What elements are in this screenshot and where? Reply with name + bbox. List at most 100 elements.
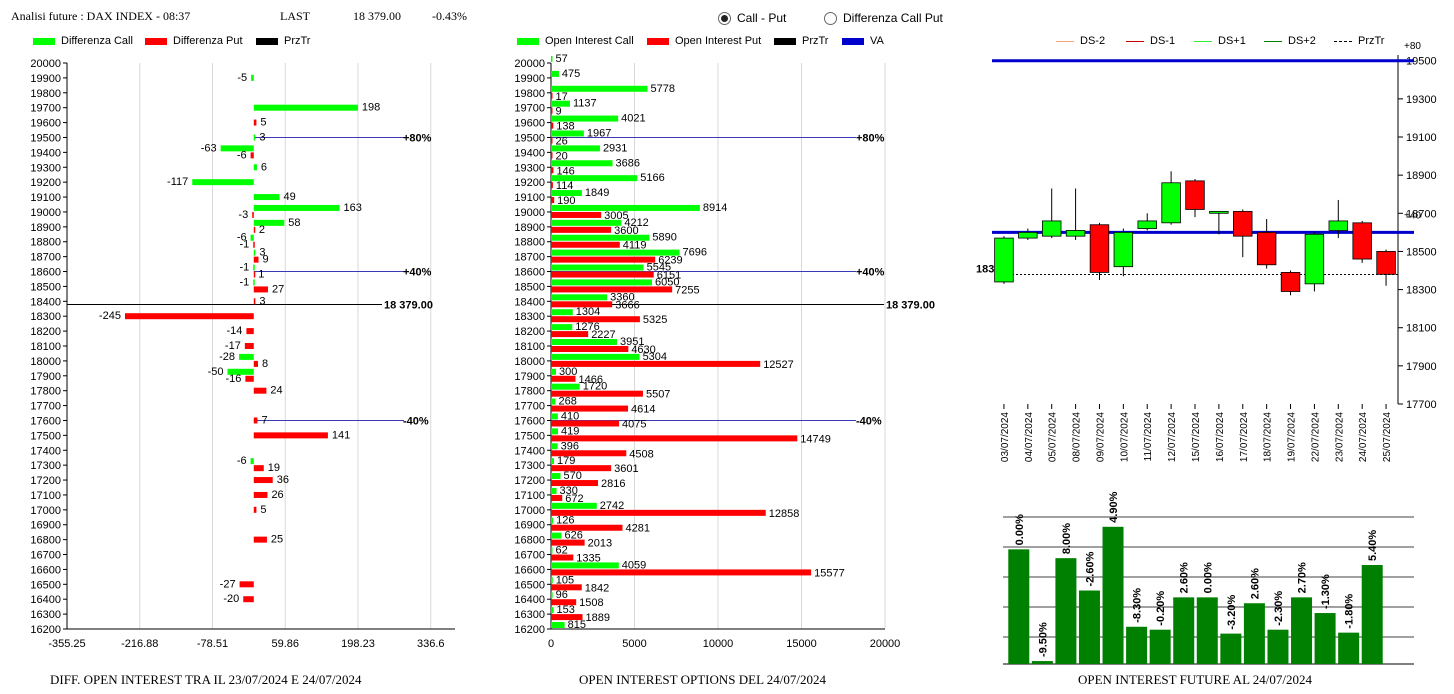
oi-call-bar [551,517,554,524]
x-tick-label: -216.88 [121,638,158,650]
oi-put-bar [551,435,798,442]
oi-call-bar [551,294,608,301]
prz-label: 18 379.00 [384,299,433,311]
y-tick-label: 18700 [1406,208,1437,220]
put-bar [253,226,256,233]
legend-ds-minus1: DS-1 [1126,35,1175,47]
radio-unselected-icon[interactable] [824,11,837,25]
legend-label: DS+1 [1218,35,1246,47]
bar-value-label: 20 [556,150,568,162]
candle-body [1185,180,1205,210]
x-date-label: 03/07/2024 [1000,412,1011,462]
bar-value-label: 2227 [591,329,615,341]
bar-value-label: 12527 [763,359,794,371]
radio-call-put[interactable]: Call - Put [718,11,786,25]
y-tick-label: 19600 [30,118,61,130]
bar-value-label: 3600 [614,225,638,237]
legend-label: VA [870,35,884,47]
y-tick-label: 17100 [514,490,545,502]
oi-call-bar [551,85,648,92]
oi-put-bar [551,375,576,382]
x-date-label: 18/07/2024 [1263,412,1274,462]
oi-put-bar [551,271,654,278]
last-label: LAST [280,9,310,23]
y-tick-label: 17000 [30,505,61,517]
legend-label: DS+2 [1288,35,1316,47]
candle-body [1065,230,1086,237]
put-bar [253,536,267,543]
radio-selected-icon[interactable] [718,11,731,25]
bar-percent-label: 2.60% [1249,568,1261,599]
candle-body [1113,231,1134,268]
bar-value-label: 4614 [631,404,655,416]
y-tick-label: 17300 [514,460,545,472]
put-bar [245,375,254,382]
y-tick-label: 17900 [514,371,545,383]
oi-call-bar [551,234,650,241]
y-tick-label: 16300 [514,609,545,621]
ref-label: +80% [856,132,885,144]
y-tick-label: 17000 [514,505,545,517]
y-tick-label: 19300 [514,162,545,174]
y-tick-label: 20000 [514,58,545,70]
y-tick-label: 19300 [1406,94,1437,106]
bar-value-label: -117 [167,176,188,188]
change-percent: -0.43% [432,9,467,23]
oi-call-bar [551,219,622,226]
bar-percent-label: -8.30% [1132,588,1144,623]
x-date-label: 16/07/2024 [1215,412,1226,462]
oi-put-bar [551,465,612,472]
bar-percent-label: -0.20% [1155,591,1167,626]
bar-value-label: 1304 [576,306,600,318]
radio-difference[interactable]: Differenza Call Put [824,11,943,25]
bar-value-label: 9 [556,106,562,118]
bar-value-label: 114 [556,180,574,192]
y-tick-label: 18300 [30,311,61,323]
bar-value-label: 126 [556,515,574,527]
y-tick-label: 19500 [30,132,61,144]
bar-value-label: 62 [556,545,568,557]
candle-body [1352,222,1372,260]
oi-put-bar [551,390,643,397]
x-tick-label: -355.25 [48,638,85,650]
oi-put-bar [551,420,620,427]
put-bar [253,119,257,126]
oi-call-bar [551,443,558,450]
y-tick-label: 16900 [30,520,61,532]
bar-value-label: 5325 [643,314,667,326]
y-tick-label: 18300 [514,311,545,323]
bar-value-label: 4119 [623,240,647,252]
bar-value-label: 5778 [650,83,674,95]
bar-value-label: 1 [258,269,264,281]
y-tick-label: 16200 [514,624,545,636]
oi-call-bar [551,592,553,599]
put-bar [253,271,256,278]
bar-value-label: 15577 [814,567,845,579]
y-tick-label: 17400 [514,445,545,457]
y-tick-label: 16200 [30,624,61,636]
bar-value-label: -3 [238,209,248,221]
legend-va: VA [842,35,884,47]
bar-value-label: 141 [332,429,350,441]
oi-put-bar [551,152,553,159]
oi-put-bar [551,554,574,561]
bar-value-label: 58 [288,217,300,229]
bar-value-label: 5 [260,117,266,129]
bar-value-label: 6239 [658,255,682,267]
legend-prz-mid: PrzTr [774,35,828,47]
bar-value-label: 3 [259,131,265,143]
call-bar [250,458,254,465]
bar-value-label: 3 [259,295,265,307]
oi-call-bar [551,249,680,256]
y-tick-label: 18700 [30,252,61,264]
oi-put-bar [551,107,553,114]
ref-label: +40% [856,267,885,279]
put-bar [253,506,257,513]
y-tick-label: 18400 [514,296,545,308]
legend-label: Open Interest Put [675,35,762,47]
put-bar [253,387,267,394]
bar-value-label: 6 [261,161,267,173]
bar-value-label: 27 [272,283,284,295]
x-tick-label: 10000 [703,638,734,650]
oi-call-bar [551,458,554,465]
